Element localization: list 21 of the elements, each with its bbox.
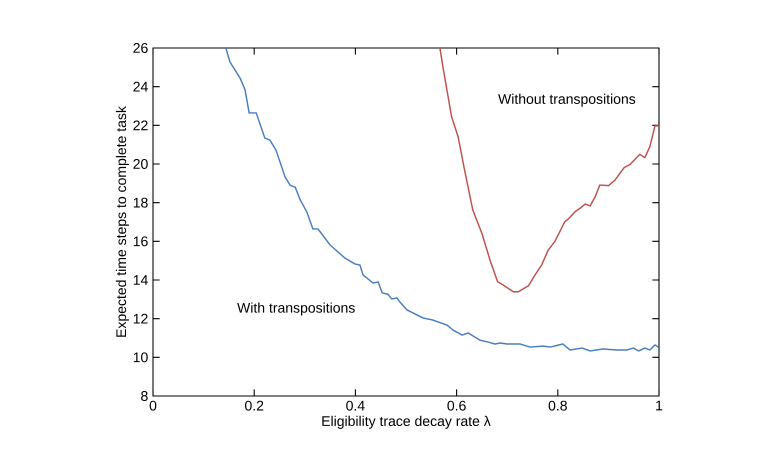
y-tick-label: 14	[134, 275, 148, 285]
y-tick-label: 22	[133, 120, 148, 130]
x-tick-label: 0.6	[447, 400, 466, 411]
x-tick-label: 1	[656, 400, 662, 410]
y-tick-label: 24	[133, 82, 148, 92]
y-tick-label: 12	[134, 314, 148, 324]
x-tick-label: 0	[150, 400, 156, 411]
y-tick-label: 26	[133, 43, 148, 53]
x-axis-title: Eligibility trace decay rate λ	[322, 416, 491, 429]
y-axis-title: Expected time steps to complete task	[116, 106, 129, 337]
y-tick-label: 18	[134, 198, 148, 208]
y-tick-label: 16	[134, 236, 148, 246]
y-tick-label: 20	[133, 159, 148, 169]
series-label: With transpositions	[237, 302, 355, 316]
series-label: Without transpositions	[498, 94, 636, 107]
y-tick-label: 10	[134, 352, 148, 362]
x-tick-label: 0.8	[548, 400, 567, 411]
y-tick-label: 8	[141, 391, 148, 401]
x-tick-label: 0.2	[245, 400, 264, 411]
x-tick-label: 0.4	[346, 400, 365, 411]
line-series	[225, 48, 659, 352]
